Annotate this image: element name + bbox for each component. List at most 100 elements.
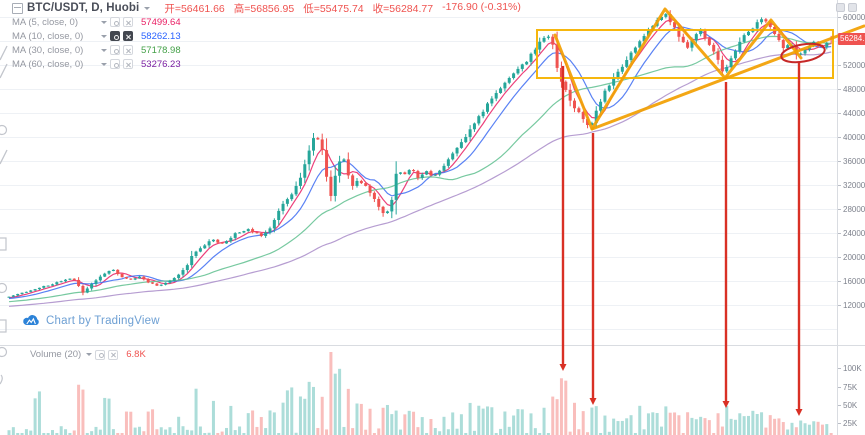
tradingview-watermark[interactable]: Chart by TradingView [22,312,160,330]
candle-body [207,241,211,246]
candle-body [24,291,28,293]
pane-maximize-icon[interactable] [836,3,845,12]
volume-caret-icon[interactable] [86,353,93,356]
candle-body [551,36,555,45]
volume-axis-label: 25K [838,419,857,428]
left-toolbar-icon-fragment[interactable] [0,63,8,79]
ma60-close-icon[interactable] [123,59,133,69]
left-toolbar-icon-fragment[interactable] [0,237,7,251]
volume-bar [633,433,637,435]
volume-bar [259,417,263,435]
tradingview-logo-icon [23,315,39,325]
volume-settings-icon[interactable] [95,349,106,360]
candle-body [312,138,315,151]
volume-bar [272,412,276,435]
volume-bar [486,406,489,435]
volume-bar [172,433,176,435]
annotation-trendline[interactable] [590,24,865,131]
volume-bar [385,404,389,435]
volume-bar [707,420,711,435]
volume-label[interactable]: Volume (20) [30,349,82,360]
volume-bar [320,396,324,435]
volume-bar [603,415,607,435]
annotation-zigzag[interactable] [553,7,803,131]
ma10-label[interactable]: MA (10, close, 0) [12,30,84,42]
candle-body [368,185,372,193]
candle-body [760,19,764,23]
volume-bar [225,427,228,435]
ma30-legend-row: MA (30, close, 0) 57178.98 [12,43,521,57]
volume-bar [368,408,372,435]
candle-body [98,276,102,281]
ma5-close-icon[interactable] [123,17,133,27]
ma30-settings-icon[interactable] [110,45,120,55]
volume-bar [407,410,411,435]
candle-body [20,292,24,294]
left-toolbar-icon-fragment[interactable] [0,124,8,136]
volume-bar [216,433,220,435]
candle-body [377,198,381,207]
candle-body [68,278,72,280]
candle-body [512,73,516,78]
volume-bar [142,431,146,435]
volume-bar [559,378,563,435]
candle-body [264,232,268,236]
ma60-caret-icon[interactable] [101,62,107,66]
candle-body [351,175,355,186]
candle-body [412,170,416,172]
left-toolbar-icon-fragment[interactable] [0,45,8,61]
candle-body [342,159,346,162]
candle-body [72,278,76,280]
volume-bar [616,421,620,435]
ma60-label[interactable]: MA (60, close, 0) [12,58,84,70]
watermark-text[interactable]: Chart by TradingView [46,315,160,327]
volume-bar [742,416,746,435]
chart-menu-icon[interactable] [12,2,23,14]
volume-bar [581,411,585,435]
volume-bar [738,413,742,435]
candle-body [825,42,829,48]
volume-bar [673,412,677,435]
volume-bar [403,414,407,435]
volume-bar [812,421,816,435]
ma30-caret-icon[interactable] [101,48,107,52]
ma10-caret-icon[interactable] [101,34,107,38]
candle-body [690,40,694,48]
ma10-settings-icon[interactable] [110,31,120,41]
ma10-value: 58262.13 [141,30,181,42]
ma5-line [8,19,832,299]
left-toolbar-icon-fragment[interactable] [0,149,8,165]
volume-bar [464,433,468,435]
volume-bar [629,415,633,435]
symbol-title[interactable]: BTC/USDT, D, Huobi [27,2,140,14]
candle-body [451,153,455,160]
candle-body [198,248,202,252]
ma5-settings-icon[interactable] [110,17,120,27]
volume-bar [155,429,159,435]
candle-body [294,185,298,195]
volume-bar [46,433,50,435]
candle-body [564,81,568,90]
candle-body [559,67,563,82]
volume-bar [325,429,329,435]
annotation-ellipse[interactable] [780,41,826,65]
ma30-close-icon[interactable] [123,45,133,55]
left-toolbar-icon-fragment[interactable] [0,374,3,385]
ma30-label[interactable]: MA (30, close, 0) [12,44,84,56]
last-price-tag: 56284.7 [838,33,865,45]
volume-bar [220,431,224,435]
ma5-caret-icon[interactable] [101,20,107,24]
left-toolbar-icon-fragment[interactable] [0,282,8,294]
volume-bar [664,406,668,435]
pane-settings-icon[interactable] [848,3,857,12]
left-toolbar-icon-fragment[interactable] [0,319,7,333]
volume-close-icon[interactable] [108,349,119,360]
left-toolbar-icon-fragment[interactable] [0,346,8,358]
ma10-close-icon[interactable] [123,31,133,41]
ma5-label[interactable]: MA (5, close, 0) [12,16,78,28]
candle-body [464,136,468,143]
ma60-settings-icon[interactable] [110,59,120,69]
ma30-value: 57178.98 [141,44,181,56]
symbol-dropdown-caret-icon[interactable] [144,6,151,10]
